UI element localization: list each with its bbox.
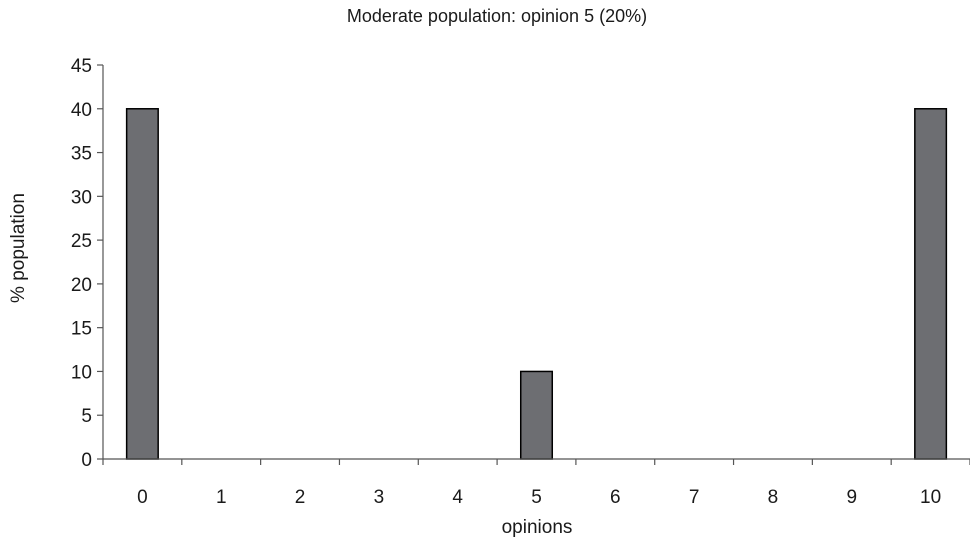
- x-tick-label: 3: [374, 487, 385, 508]
- y-axis: 0 5 10 15 20 25 30 35 40 45: [71, 56, 103, 471]
- x-axis-label: opinions: [502, 517, 573, 538]
- bar-0: [125, 108, 159, 460]
- x-tick-label: 9: [846, 487, 857, 508]
- y-tick-label: 10: [71, 362, 92, 383]
- x-axis: 0 1 2 3 4 5 6 7 8 9 10: [102, 459, 970, 508]
- x-tick-label: 10: [920, 487, 941, 508]
- y-tick-label: 0: [81, 450, 92, 471]
- bars: [125, 108, 948, 460]
- y-tick-label: 15: [71, 319, 92, 340]
- y-tick-label: 45: [71, 56, 92, 77]
- y-tick-label: 30: [71, 187, 92, 208]
- y-axis-label: % population: [8, 193, 29, 303]
- y-tick-label: 5: [81, 406, 92, 427]
- y-tick-label: 35: [71, 144, 92, 165]
- x-tick-label: 1: [216, 487, 227, 508]
- bar-10: [914, 108, 948, 460]
- bar-5: [519, 370, 554, 460]
- x-tick-label: 7: [689, 487, 700, 508]
- y-tick-label: 25: [71, 231, 92, 252]
- x-tick-label: 4: [452, 487, 463, 508]
- x-tick-label: 2: [295, 487, 306, 508]
- x-tick-label: 5: [531, 487, 542, 508]
- y-tick-label: 40: [71, 100, 92, 121]
- y-tick-label: 20: [71, 275, 92, 296]
- chart-title: Moderate population: opinion 5 (20%): [347, 6, 647, 26]
- x-tick-label: 6: [610, 487, 621, 508]
- x-tick-label: 8: [768, 487, 779, 508]
- x-tick-label: 0: [137, 487, 148, 508]
